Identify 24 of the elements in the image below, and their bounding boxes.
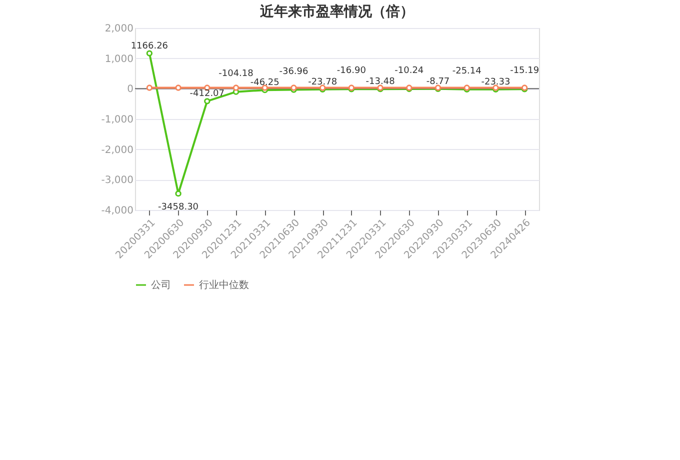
- data-label: -10.24: [394, 66, 424, 76]
- data-label: -23.78: [308, 77, 338, 88]
- data-label: -13.48: [366, 77, 396, 88]
- chart-title: 近年来市盈率情况（倍）: [259, 3, 414, 20]
- y-tick-label: -3,000: [101, 175, 134, 186]
- legend-label: 行业中位数: [199, 279, 249, 291]
- data-label: -8.77: [426, 76, 450, 87]
- y-tick-label: -2,000: [101, 144, 134, 156]
- y-tick-label: -4,000: [101, 206, 134, 216]
- y-tick-label: 1,000: [104, 54, 134, 65]
- y-tick-label: -1,000: [101, 114, 134, 126]
- y-tick-label: 0: [127, 84, 134, 96]
- data-label: -16.90: [336, 66, 366, 76]
- data-label: -104.18: [218, 68, 254, 79]
- data-label: -412.07: [190, 89, 225, 100]
- data-label: 1166.26: [130, 41, 168, 52]
- data-label: -36.96: [279, 66, 308, 77]
- data-label: -3458.30: [158, 202, 199, 213]
- legend-label: 公司: [151, 279, 171, 291]
- y-tick-label: 2,000: [104, 24, 134, 34]
- data-label: -46.25: [250, 78, 280, 88]
- data-label: -15.19: [510, 66, 540, 76]
- data-label: -23.33: [481, 77, 510, 88]
- data-label: -25.14: [452, 66, 482, 76]
